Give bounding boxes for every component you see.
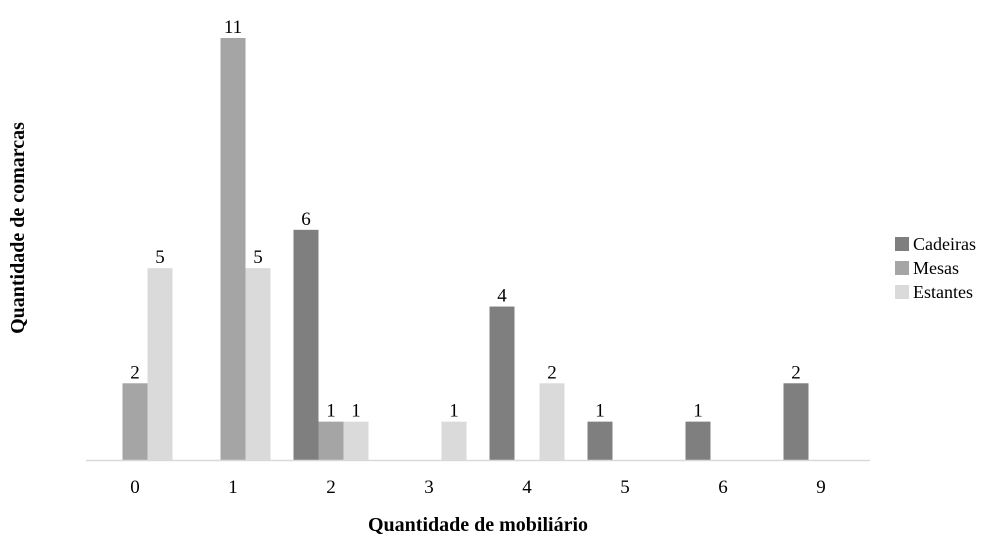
value-label-mesas-0: 2 (130, 362, 140, 383)
y-axis-title: Quantidade de comarcas (7, 122, 29, 334)
value-label-estantes-1: 5 (253, 247, 263, 268)
value-label-cadeiras-2: 6 (301, 209, 311, 230)
bar-estantes-4 (539, 383, 565, 460)
bar-estantes-2 (343, 421, 369, 460)
x-tick-label-5: 5 (620, 477, 630, 498)
bar-cadeiras-9 (783, 383, 809, 460)
value-label-cadeiras-6: 1 (693, 401, 703, 422)
value-label-mesas-2: 1 (326, 401, 336, 422)
x-tick-label-2: 2 (326, 477, 336, 498)
legend: Cadeiras Mesas Estantes (895, 234, 976, 302)
value-label-cadeiras-4: 4 (497, 286, 507, 307)
bar-mesas-1 (220, 38, 246, 460)
bars-layer (122, 38, 809, 460)
bar-cadeiras-2 (293, 229, 319, 460)
value-label-mesas-1: 11 (224, 17, 242, 38)
x-tick-label-1: 1 (228, 477, 238, 498)
value-label-cadeiras-5: 1 (595, 401, 605, 422)
bar-mesas-2 (318, 421, 344, 460)
x-tick-labels: 0 1 2 3 4 5 6 9 (130, 477, 826, 498)
bar-estantes-1 (245, 268, 271, 460)
x-tick-label-4: 4 (522, 477, 532, 498)
x-tick-label-3: 3 (424, 477, 434, 498)
legend-swatch-estantes (895, 285, 909, 299)
value-label-cadeiras-9: 2 (791, 362, 801, 383)
x-axis-title: Quantidade de mobiliário (368, 514, 588, 536)
value-label-estantes-0: 5 (155, 247, 165, 268)
bar-estantes-0 (147, 268, 173, 460)
x-tick-label-9: 9 (816, 477, 826, 498)
bar-cadeiras-6 (685, 421, 711, 460)
bar-estantes-3 (441, 421, 467, 460)
legend-label-cadeiras: Cadeiras (913, 234, 976, 254)
x-tick-label-6: 6 (718, 477, 728, 498)
legend-swatch-cadeiras (895, 237, 909, 251)
bar-cadeiras-4 (489, 306, 515, 460)
bar-mesas-0 (122, 383, 148, 460)
x-tick-label-0: 0 (130, 477, 140, 498)
bar-cadeiras-5 (587, 421, 613, 460)
value-label-estantes-4: 2 (547, 362, 557, 383)
value-label-estantes-2: 1 (351, 401, 361, 422)
legend-swatch-mesas (895, 261, 909, 275)
value-label-estantes-3: 1 (449, 401, 459, 422)
legend-label-mesas: Mesas (913, 258, 959, 278)
legend-label-estantes: Estantes (913, 282, 973, 302)
